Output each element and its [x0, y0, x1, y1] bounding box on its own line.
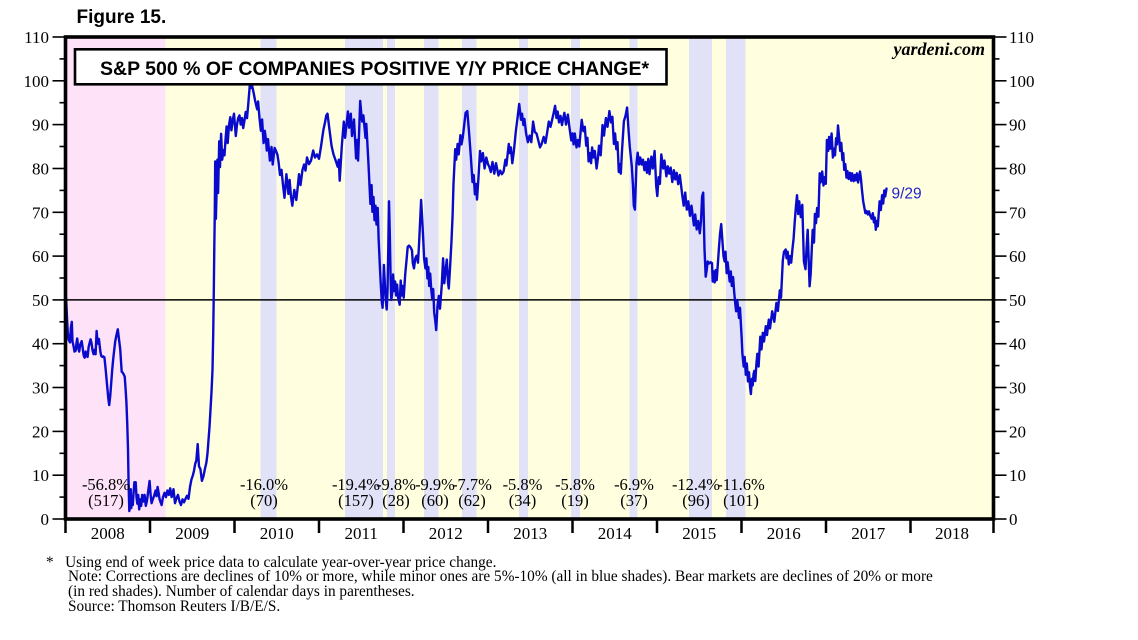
- svg-text:110: 110: [24, 28, 49, 47]
- svg-text:50: 50: [32, 291, 49, 310]
- svg-text:60: 60: [1009, 247, 1026, 266]
- svg-text:-9.9%: -9.9%: [415, 475, 455, 494]
- svg-text:(19): (19): [561, 491, 589, 510]
- svg-text:-5.8%: -5.8%: [555, 475, 595, 494]
- svg-text:20: 20: [32, 422, 49, 441]
- svg-text:(62): (62): [458, 491, 486, 510]
- svg-text:-16.0%: -16.0%: [240, 475, 288, 494]
- svg-text:70: 70: [1009, 203, 1026, 222]
- svg-text:2016: 2016: [767, 524, 801, 543]
- svg-text:80: 80: [32, 160, 49, 179]
- svg-text:-56.8%: -56.8%: [82, 475, 130, 494]
- svg-text:50: 50: [1009, 291, 1026, 310]
- svg-text:2013: 2013: [513, 524, 547, 543]
- svg-text:70: 70: [32, 203, 49, 222]
- svg-text:2011: 2011: [345, 524, 378, 543]
- svg-text:-12.4%: -12.4%: [672, 475, 720, 494]
- svg-text:60: 60: [32, 247, 49, 266]
- svg-text:-11.6%: -11.6%: [717, 475, 765, 494]
- svg-text:20: 20: [1009, 422, 1026, 441]
- svg-text:90: 90: [32, 116, 49, 135]
- svg-text:(28): (28): [382, 491, 410, 510]
- svg-text:-9.8%: -9.8%: [376, 475, 416, 494]
- svg-text:2017: 2017: [851, 524, 886, 543]
- svg-text:(157): (157): [338, 491, 374, 510]
- svg-text:100: 100: [1009, 72, 1035, 91]
- svg-text:(517): (517): [88, 491, 124, 510]
- svg-text:10: 10: [1009, 466, 1026, 485]
- svg-text:2015: 2015: [682, 524, 716, 543]
- svg-text:(60): (60): [421, 491, 449, 510]
- svg-text:90: 90: [1009, 116, 1026, 135]
- svg-text:110: 110: [1009, 28, 1034, 47]
- svg-text:10: 10: [32, 466, 49, 485]
- svg-text:30: 30: [1009, 379, 1026, 398]
- svg-text:(96): (96): [682, 491, 710, 510]
- svg-text:40: 40: [1009, 335, 1026, 354]
- svg-text:(70): (70): [250, 491, 278, 510]
- svg-text:100: 100: [24, 72, 50, 91]
- svg-text:2014: 2014: [598, 524, 633, 543]
- svg-text:(34): (34): [509, 491, 537, 510]
- svg-text:2018: 2018: [935, 524, 969, 543]
- svg-text:-19.4%: -19.4%: [332, 475, 380, 494]
- svg-text:(101): (101): [723, 491, 759, 510]
- svg-text:2012: 2012: [429, 524, 463, 543]
- svg-text:9/29: 9/29: [892, 186, 922, 203]
- svg-text:30: 30: [32, 379, 49, 398]
- svg-text:0: 0: [1009, 510, 1018, 529]
- svg-text:2008: 2008: [91, 524, 125, 543]
- svg-text:0: 0: [41, 510, 50, 529]
- svg-text:2010: 2010: [260, 524, 294, 543]
- svg-text:80: 80: [1009, 160, 1026, 179]
- svg-text:2009: 2009: [175, 524, 209, 543]
- svg-text:-7.7%: -7.7%: [452, 475, 492, 494]
- svg-text:40: 40: [32, 335, 49, 354]
- svg-text:S&P 500 % OF COMPANIES POSITIV: S&P 500 % OF COMPANIES POSITIVE Y/Y PRIC…: [100, 58, 649, 80]
- svg-text:(37): (37): [620, 491, 648, 510]
- svg-text:yardeni.com: yardeni.com: [892, 39, 986, 59]
- svg-text:-5.8%: -5.8%: [503, 475, 543, 494]
- svg-text:-6.9%: -6.9%: [614, 475, 654, 494]
